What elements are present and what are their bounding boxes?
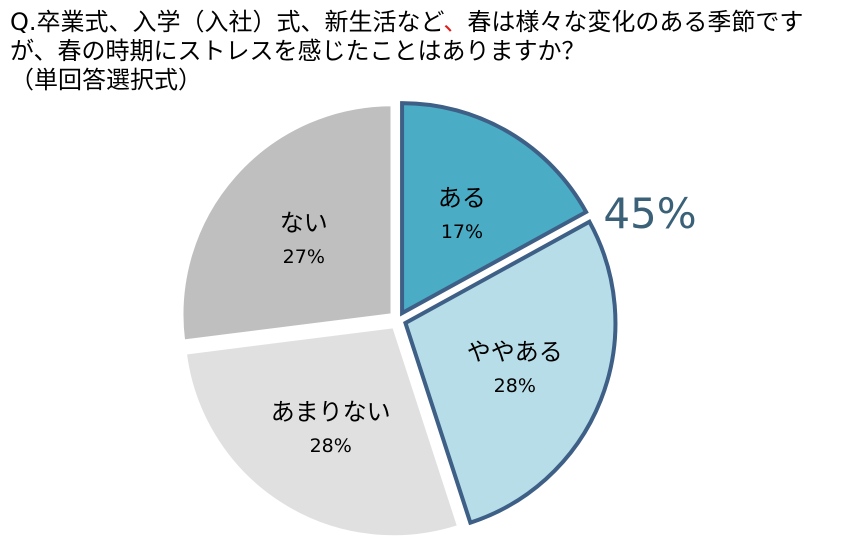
highlight-outline-2 xyxy=(403,219,618,526)
pie-slice-nai xyxy=(180,103,394,343)
highlight-total-label: 45% xyxy=(603,189,696,238)
question-line-1-red-comma: 、 xyxy=(443,8,468,36)
slice-label-aru: ある xyxy=(438,184,486,212)
slice-value-nai: 27% xyxy=(283,246,325,268)
question-title: Q.卒業式、入学（入社）式、新生活など、春は様々な変化のある季節です が、春の時… xyxy=(10,8,860,95)
question-line-1-part-a: Q.卒業式、入学（入社）式、新生活など xyxy=(10,8,444,36)
question-line-2: が、春の時期にストレスを感じたことはありますか？ xyxy=(10,37,586,65)
question-line-3: （単回答選択式） xyxy=(10,66,202,94)
slice-value-aru: 17% xyxy=(441,221,483,243)
slice-label-amari-nai: あまりない xyxy=(271,398,391,426)
slice-label-yaya-aru: ややある xyxy=(467,338,563,366)
question-line-1: Q.卒業式、入学（入社）式、新生活など、春は様々な変化のある季節です xyxy=(10,8,860,37)
slice-label-nai: ない xyxy=(280,209,328,237)
slice-value-amari-nai: 28% xyxy=(310,435,352,457)
question-line-1-part-c: 春は様々な変化のある季節です xyxy=(467,8,804,36)
pie-slice-amari-nai xyxy=(183,325,461,538)
slice-value-yaya-aru: 28% xyxy=(494,375,536,397)
highlight-outline-1 xyxy=(400,101,589,317)
